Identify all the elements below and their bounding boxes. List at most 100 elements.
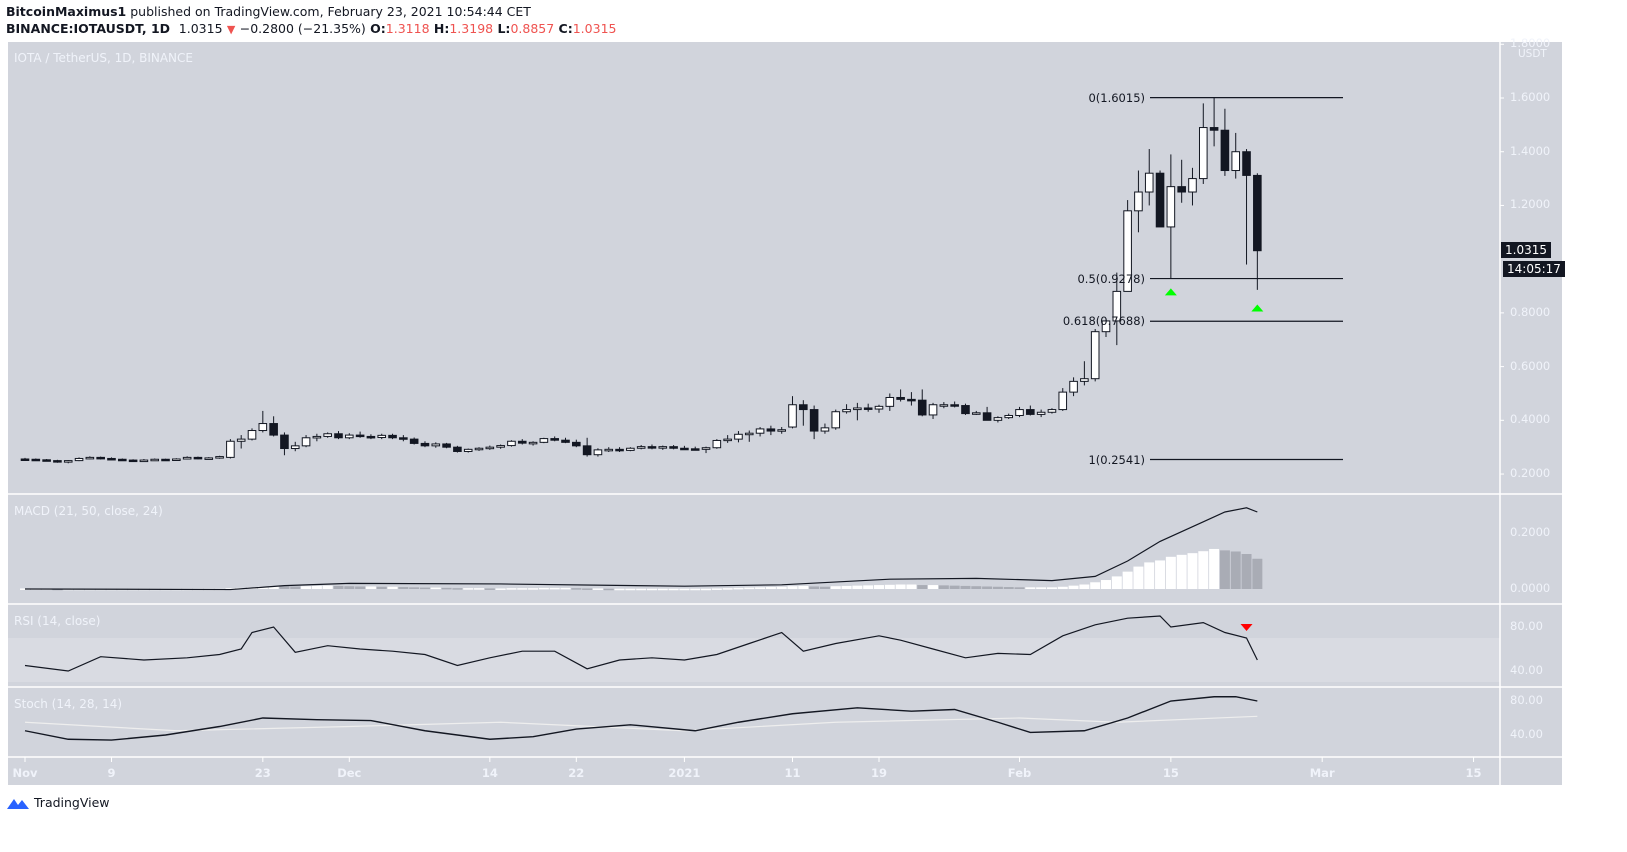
x-tick-label: 22 <box>568 766 585 780</box>
candle-up <box>431 443 441 447</box>
candle-down <box>420 442 430 447</box>
stoch-tick-label: 40.00 <box>1510 727 1543 741</box>
macd-histogram-bar <box>1219 550 1230 589</box>
x-tick-label: 23 <box>254 766 271 780</box>
candle-up <box>885 396 895 407</box>
candle-up <box>626 447 635 451</box>
macd-histogram-bar <box>1133 566 1144 589</box>
macd-histogram-bar <box>1025 587 1036 589</box>
candle-down <box>193 456 203 460</box>
candle-down <box>517 440 527 444</box>
candle-up <box>258 423 268 432</box>
candle-up <box>474 447 484 451</box>
x-tick-label: Mar <box>1309 766 1335 780</box>
candle-down <box>31 458 41 462</box>
high-value: 1.3198 <box>449 21 494 36</box>
macd-histogram-bar <box>1155 560 1166 589</box>
macd-histogram-bar <box>949 585 960 589</box>
macd-histogram-bar <box>992 586 1003 589</box>
macd-histogram-bar <box>301 586 312 589</box>
candle-down <box>982 412 992 421</box>
macd-histogram-bar <box>668 588 679 591</box>
candle-up <box>1004 414 1014 419</box>
candle-down <box>572 441 581 447</box>
macd-histogram-bar <box>884 584 895 589</box>
candle-down <box>917 399 927 416</box>
macd-histogram-bar <box>928 585 939 589</box>
stoch-label[interactable]: Stoch (14, 28, 14) <box>14 697 123 711</box>
candle-down <box>53 460 62 463</box>
macd-histogram-bar <box>841 585 852 589</box>
candle-up <box>172 458 181 461</box>
candle-up <box>236 438 246 442</box>
x-tick-label: 19 <box>870 766 887 780</box>
macd-histogram-bar <box>755 587 766 589</box>
candle-up <box>853 407 862 411</box>
candle-down <box>117 458 127 462</box>
fib-level-label: 0(1.6015) <box>1088 90 1145 105</box>
candle-down <box>1209 127 1219 131</box>
candle-up <box>928 404 938 416</box>
macd-label[interactable]: MACD (21, 50, close, 24) <box>14 504 163 518</box>
macd-histogram-bar <box>895 584 906 589</box>
y-tick-label: 0.4000 <box>1510 412 1551 427</box>
macd-histogram-bar <box>906 584 917 589</box>
macd-histogram-bar <box>614 588 625 591</box>
macd-histogram-bar <box>430 587 441 590</box>
macd-histogram-bar <box>355 586 366 589</box>
candle-down <box>409 438 419 444</box>
macd-histogram-bar <box>592 588 603 590</box>
macd-histogram-bar <box>809 586 820 589</box>
candle-up <box>485 446 495 450</box>
published-text: published on TradingView.com, February 2… <box>130 4 531 19</box>
price-change: −0.2800 (−21.35%) <box>239 21 366 36</box>
candle-up <box>74 457 84 462</box>
macd-histogram-bar <box>344 586 355 589</box>
candle-up <box>1134 191 1143 212</box>
macd-histogram-bar <box>452 588 463 590</box>
macd-histogram-bar <box>1230 551 1241 589</box>
candle-up <box>1047 409 1057 413</box>
candle-up <box>539 438 549 443</box>
candle-down <box>161 458 170 462</box>
candle-up <box>971 412 981 415</box>
y-tick-label: 1.2000 <box>1510 197 1551 212</box>
close-value: 1.0315 <box>572 21 617 36</box>
candle-down <box>669 446 678 449</box>
macd-histogram-bar <box>409 587 420 589</box>
macd-histogram-bar <box>528 588 539 590</box>
down-triangle-icon: ▼ <box>226 23 236 36</box>
candle-down <box>582 445 592 456</box>
candle-up <box>1112 290 1122 322</box>
macd-histogram-bar <box>1111 576 1122 589</box>
candle-up <box>301 437 311 447</box>
x-tick-label: 14 <box>481 766 498 780</box>
macd-histogram-bar <box>290 586 301 589</box>
price-unit: USDT <box>1518 48 1547 60</box>
candle-down <box>550 438 559 441</box>
macd-histogram-bar <box>960 585 971 589</box>
macd-histogram-bar <box>798 585 809 589</box>
macd-histogram-bar <box>225 588 236 590</box>
candle-up <box>712 439 722 449</box>
macd-tick-label: 0.2000 <box>1510 525 1551 539</box>
macd-histogram-bar <box>1176 554 1187 589</box>
macd-histogram-bar <box>1036 587 1047 589</box>
stoch-tick-label: 80.00 <box>1510 693 1543 707</box>
y-tick-label: 0.8000 <box>1510 304 1551 319</box>
candle-up <box>463 448 473 452</box>
candle-up <box>63 460 73 463</box>
candle-down <box>690 448 700 451</box>
macd-histogram-bar <box>582 588 593 590</box>
candle-up <box>755 428 765 434</box>
tradingview-logo[interactable]: TradingView <box>6 795 110 810</box>
author-name[interactable]: BitcoinMaximus1 <box>6 4 127 19</box>
macd-histogram-bar <box>1003 587 1014 589</box>
y-tick-label: 1.8000 <box>1510 36 1551 51</box>
macd-histogram-bar <box>571 588 582 590</box>
red-down-triangle-icon <box>1240 624 1253 631</box>
macd-line <box>24 507 1258 591</box>
macd-histogram-bar <box>830 586 841 589</box>
rsi-label[interactable]: RSI (14, close) <box>14 614 101 628</box>
